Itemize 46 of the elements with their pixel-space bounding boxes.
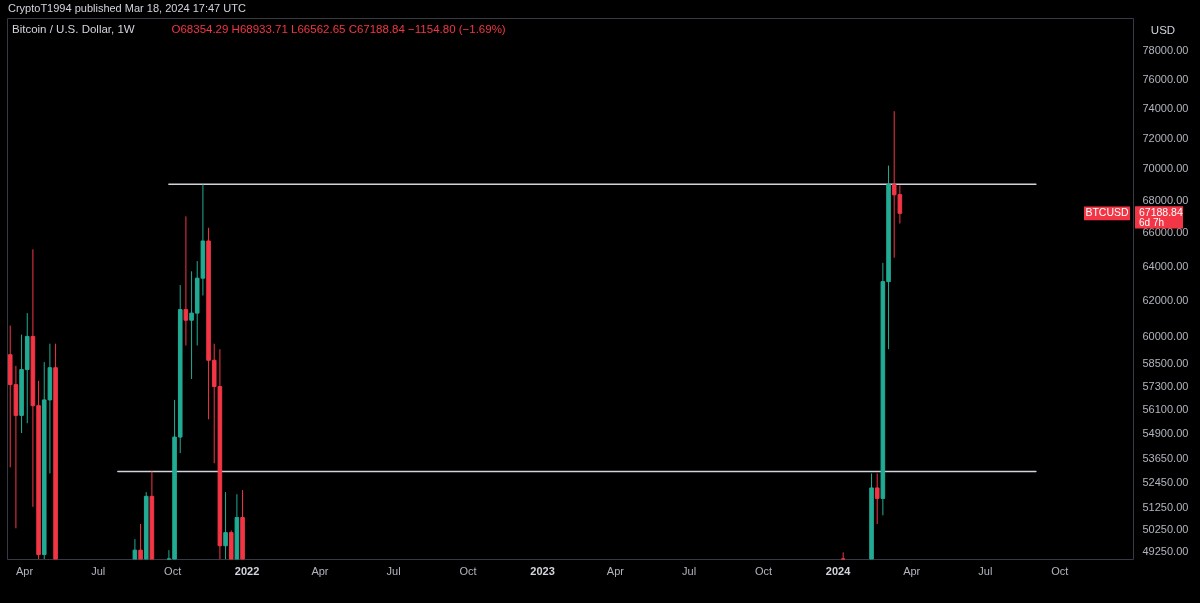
y-tick-label: 64000.00 [1142,259,1189,272]
chart-title: Bitcoin / U.S. Dollar, 1W [12,23,135,35]
y-tick-label: 49250.00 [1142,544,1189,557]
x-tick-label: Jul [386,564,401,577]
y-tick-label: 57300.00 [1142,380,1189,393]
y-axis-title: USD [1150,24,1176,36]
x-tick-label: Jul [682,564,697,577]
x-tick-label: Oct [164,564,182,577]
x-tick-label: Apr [311,564,329,577]
y-tick-label: 60000.00 [1142,329,1189,342]
y-tick-label: 78000.00 [1142,44,1189,57]
x-tick-label: Oct [459,564,477,577]
chart-subtitle: O68354.29 H68933.71 L66562.65 C67188.84 −1154.80 (−1.69%) [171,23,506,35]
text: 6d 7h [1139,217,1165,229]
candlestick [223,491,228,560]
candlestick [183,215,189,347]
annotation: BTCUSD [1085,206,1129,219]
y-tick-label: 56100.00 [1142,403,1189,416]
y-tick-label: 58500.00 [1142,357,1189,370]
x-tick-label: Apr [606,564,625,577]
text: 67188.84 [1139,206,1183,219]
x-tick-label: Apr [15,564,34,577]
x-tick-label: Oct [1051,564,1069,577]
y-tick-label: 50250.00 [1142,522,1189,535]
candlestick [132,538,138,560]
x-tick-label: Jul [91,564,106,577]
candlestick [138,523,143,560]
y-tick-label: 54900.00 [1142,426,1189,439]
y-tick-label: 72000.00 [1142,131,1189,144]
y-tick-label: 62000.00 [1142,294,1189,307]
y-tick-label: 66000.00 [1142,226,1189,239]
x-tick-label: Jul [978,564,993,577]
x-tick-label: Oct [755,564,773,577]
y-tick-label: 51250.00 [1142,501,1189,514]
x-tick-label: 2023 [530,564,555,577]
y-tick-label: 68000.00 [1142,193,1189,206]
candlestick [874,472,880,525]
text: CryptoT1994 published Mar 18, 2024 17:47 UTC [8,2,246,14]
y-tick-label: 74000.00 [1142,101,1189,114]
x-tick-label: 2022 [234,564,260,577]
y-tick-label: 53650.00 [1142,451,1189,464]
y-tick-label: 76000.00 [1142,72,1189,85]
x-tick-label: Apr [903,564,921,577]
y-tick-label: 52450.00 [1142,476,1189,489]
y-tick-label: 70000.00 [1142,162,1189,175]
x-tick-label: 2024 [825,564,852,577]
